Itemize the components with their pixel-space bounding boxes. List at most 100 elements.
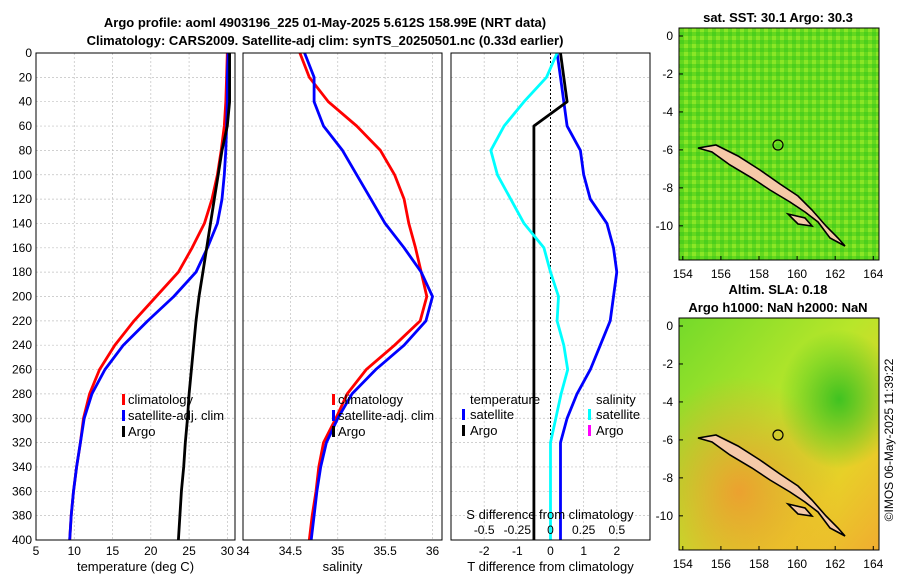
credit-text: ©IMOS 06-May-2025 11:39:22 <box>882 358 896 521</box>
map-x-tick-label: 162 <box>825 267 845 281</box>
sst-map-frame <box>678 27 880 261</box>
y-tick-label: 160 <box>12 241 32 255</box>
sla-map-frame <box>678 317 880 551</box>
map-x-tick-label: 158 <box>749 557 769 571</box>
x-axis-label: salinity <box>323 559 363 574</box>
plot-frame <box>450 52 651 541</box>
map-y-tick-label: 0 <box>666 29 673 43</box>
sst-map-ticks: 154 156 158 160 162 164 0 -2 -4 -6 -8 -10 <box>656 29 884 281</box>
map-x-tick-label: 156 <box>711 267 731 281</box>
map-x-tick-label: 158 <box>749 267 769 281</box>
legend-title-salinity: salinity <box>596 392 636 407</box>
y-tick-label: 240 <box>12 338 32 352</box>
sla-map-ticks: 154 156 158 160 162 164 0 -2 -4 -6 -8 -10 <box>656 319 884 571</box>
legend-swatch <box>332 426 335 437</box>
series-line-salinity-satellite <box>489 52 570 540</box>
temperature-panel: 5 10 15 20 25 3002040608010012014016018020022… <box>12 46 236 574</box>
y-tick-label: 280 <box>12 387 32 401</box>
x-tick-label: 36 <box>426 544 440 558</box>
map-y-tick-label: -6 <box>662 143 673 157</box>
legend-swatch <box>122 426 125 437</box>
x-tick-label: 35 <box>331 544 345 558</box>
map-x-tick-label: 154 <box>673 557 693 571</box>
sla-map-height-title: Argo h1000: NaN h2000: NaN <box>688 300 867 315</box>
legend-label: Argo <box>338 424 365 439</box>
map-x-tick-label: 164 <box>863 557 883 571</box>
map-y-tick-label: -8 <box>662 471 673 485</box>
sla-map-argo-marker <box>772 429 784 441</box>
y-tick-label: 0 <box>25 46 32 60</box>
y-tick-label: 380 <box>12 509 32 523</box>
s-tick-label: -0.5 <box>474 523 495 537</box>
legend-label: Argo <box>128 424 155 439</box>
map-y-tick-label: 0 <box>666 319 673 333</box>
map-x-tick-label: 154 <box>673 267 693 281</box>
sla-map-island-small <box>785 502 815 518</box>
sla-map-island-chain <box>697 434 846 537</box>
x-tick-label: 35.5 <box>373 544 397 558</box>
map-x-tick-label: 160 <box>787 267 807 281</box>
map-y-tick-label: -10 <box>656 509 674 523</box>
sst-map-island-chain <box>697 144 846 247</box>
y-tick-label: 220 <box>12 314 32 328</box>
legend-swatch <box>122 410 125 421</box>
map-x-tick-label: 160 <box>787 557 807 571</box>
x-tick-label: 34 <box>236 544 250 558</box>
map-x-tick-label: 162 <box>825 557 845 571</box>
map-y-tick-label: -2 <box>662 357 673 371</box>
x-tick-label: -1 <box>512 544 523 558</box>
s-tick-label: -0.25 <box>504 523 532 537</box>
y-tick-label: 400 <box>12 533 32 547</box>
plot-frame <box>242 52 443 541</box>
sla-map-title: Altim. SLA: 0.18 <box>729 282 828 297</box>
map-y-tick-label: -2 <box>662 67 673 81</box>
legend-swatch <box>122 394 125 405</box>
sst-map: sat. SST: 30.1 Argo: 30.3 154 156 158 160 16… <box>656 10 884 281</box>
legend-label: climatology <box>128 392 194 407</box>
y-tick-label: 120 <box>12 192 32 206</box>
series-line-temperature-argo <box>532 52 569 540</box>
legend-label: Argo <box>596 423 623 438</box>
sla-map: Altim. SLA: 0.18 Argo h1000: NaN h2000: … <box>656 282 884 571</box>
x-tick-label: 10 <box>68 544 82 558</box>
plot-frame <box>35 52 236 541</box>
figure-title-line2: Climatology: CARS2009. Satellite-adj cli… <box>87 33 564 48</box>
legend-swatch <box>332 394 335 405</box>
x-tick-label: 15 <box>106 544 120 558</box>
x-tick-label: 2 <box>613 544 620 558</box>
map-y-tick-label: -6 <box>662 433 673 447</box>
legend-label: satellite-adj. clim <box>338 408 434 423</box>
legend-label: satellite <box>596 407 640 422</box>
s-axis-label: S difference from climatology <box>466 507 634 522</box>
x-tick-label: 30 <box>221 544 235 558</box>
x-tick-label: 34.5 <box>279 544 303 558</box>
legend-swatch <box>588 425 591 436</box>
y-tick-label: 320 <box>12 436 32 450</box>
x-tick-label: 20 <box>144 544 158 558</box>
y-tick-label: 300 <box>12 411 32 425</box>
legend-label: satellite-adj. clim <box>128 408 224 423</box>
map-y-tick-label: -10 <box>656 219 674 233</box>
difference-panel: -2 -1 0 1 2T difference from climatology temp… <box>450 52 651 574</box>
y-tick-label: 100 <box>12 168 32 182</box>
legend-swatch <box>462 425 465 436</box>
salinity-panel: 34 34.5 35 35.5 36 salinity climatologysatelli… <box>236 52 443 574</box>
legend-swatch <box>462 409 465 420</box>
x-tick-label: 25 <box>182 544 196 558</box>
sst-map-island-small <box>785 212 815 228</box>
s-tick-label: 0.5 <box>608 523 625 537</box>
y-tick-label: 80 <box>19 143 33 157</box>
series-line-climatology <box>298 52 429 541</box>
y-tick-label: 60 <box>19 119 33 133</box>
map-y-tick-label: -8 <box>662 181 673 195</box>
series-line-satellite-adj-clim <box>303 52 434 541</box>
map-x-tick-label: 156 <box>711 557 731 571</box>
map-y-tick-label: -4 <box>662 395 673 409</box>
y-tick-label: 140 <box>12 216 32 230</box>
legend-swatch <box>332 410 335 421</box>
y-tick-label: 360 <box>12 484 32 498</box>
sst-map-title: sat. SST: 30.1 Argo: 30.3 <box>703 10 853 25</box>
legend-title-temperature: temperature <box>470 392 540 407</box>
x-tick-label: 5 <box>33 544 40 558</box>
